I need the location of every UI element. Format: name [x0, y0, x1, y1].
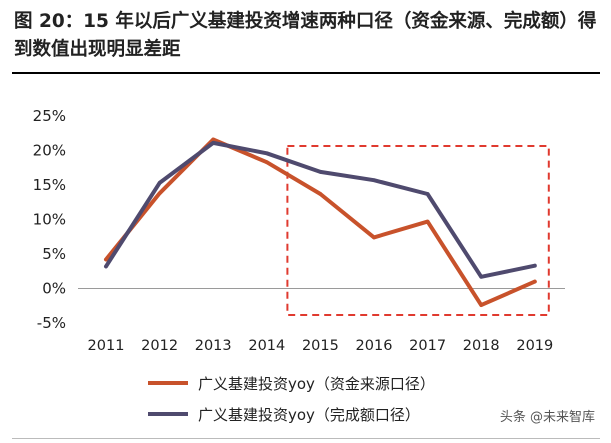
x-tick-label: 2015	[302, 338, 339, 354]
watermark-text: 头条 @未来智库	[499, 410, 595, 425]
x-tick-label: 2012	[141, 338, 178, 354]
data-point	[318, 192, 323, 196]
figure-title: 图 20：15 年以后广义基建投资增速两种口径（资金来源、完成额）得到数值出现明…	[14, 11, 597, 60]
y-tick-label: 15%	[33, 176, 66, 194]
x-tick-label: 2014	[248, 338, 285, 354]
series-line-2	[104, 140, 537, 279]
data-point	[425, 219, 430, 224]
title-divider	[12, 72, 600, 74]
y-tick-label: 20%	[33, 142, 66, 160]
data-point	[425, 192, 430, 196]
data-point	[372, 235, 376, 240]
data-point	[533, 279, 537, 284]
x-tick-label: 2018	[463, 338, 500, 354]
y-tick-label: 0%	[42, 280, 66, 298]
y-tick-label: 5%	[42, 245, 66, 263]
series-line-1	[104, 137, 537, 308]
x-tick-label: 2017	[409, 338, 446, 354]
data-point	[211, 137, 215, 142]
data-point	[479, 274, 484, 279]
x-tick-label: 2019	[516, 338, 553, 354]
data-point	[157, 191, 162, 196]
data-point	[157, 181, 162, 185]
data-point	[104, 264, 108, 269]
bottom-divider	[12, 438, 600, 439]
data-point	[372, 178, 376, 182]
legend-label-1: 广义基建投资yoy（资金来源口径）	[198, 375, 435, 393]
x-tick-label: 2013	[195, 338, 232, 354]
y-tick-label: 10%	[33, 211, 66, 229]
data-point	[211, 141, 215, 145]
data-point	[104, 257, 108, 262]
y-tick-label: 25%	[33, 107, 66, 125]
data-point	[265, 151, 269, 156]
x-tick-label: 2011	[88, 338, 125, 354]
legend-label-2: 广义基建投资yoy（完成额口径）	[198, 406, 420, 424]
data-point	[318, 170, 323, 174]
data-point	[533, 263, 537, 268]
data-point	[265, 160, 269, 165]
y-tick-label: -5%	[37, 314, 66, 332]
data-point	[479, 303, 484, 307]
x-tick-label: 2016	[356, 338, 393, 354]
